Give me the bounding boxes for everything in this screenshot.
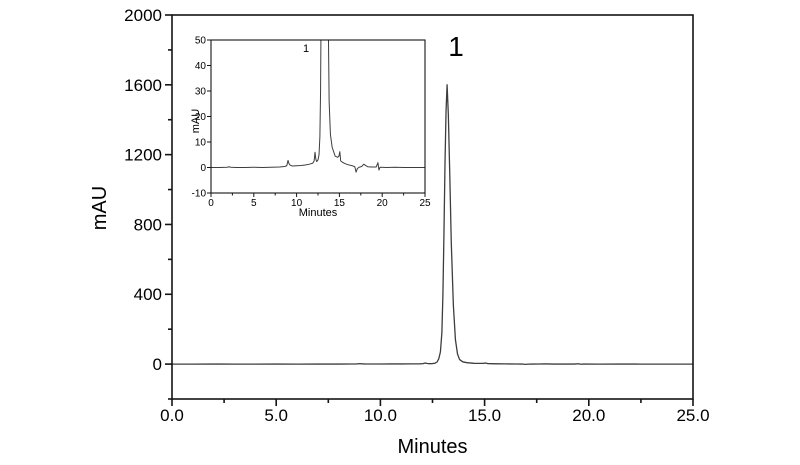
inset-x-tick-label: 0 — [208, 198, 214, 209]
inset-peak-annotation: 1 — [302, 43, 310, 55]
inset-y-tick-label: 0 — [200, 163, 206, 174]
main-x-tick-label: 0.0 — [160, 406, 184, 425]
inset-y-tick-label: 10 — [195, 138, 207, 149]
inset-y-tick-label: 50 — [195, 36, 207, 47]
inset-y-tick-label: 20 — [195, 112, 207, 123]
inset-y-axis-title: mAU — [190, 108, 202, 134]
inset-x-tick-label: 20 — [377, 198, 389, 209]
inset-plot-frame — [210, 39, 426, 194]
inset-x-axis-title: Minutes — [298, 207, 338, 219]
inset-x-tick-label: 5 — [251, 198, 257, 209]
main-peak-annotation: 1 — [448, 31, 464, 62]
main-y-tick-label: 800 — [134, 215, 162, 234]
main-y-tick-label: 1200 — [124, 146, 162, 165]
main-x-tick-label: 25.0 — [676, 406, 709, 425]
inset-y-tick-label: 40 — [195, 61, 207, 72]
inset-y-tick-label: 30 — [195, 87, 207, 98]
main-y-tick-label: 1600 — [124, 76, 162, 95]
main-x-tick-label: 20.0 — [572, 406, 605, 425]
inset-x-tick-label: 15 — [334, 198, 346, 209]
main-x-tick-label: 10.0 — [364, 406, 397, 425]
main-trace-line — [172, 84, 693, 366]
inset-x-tick-label: 25 — [419, 198, 431, 209]
main-y-axis-title: mAU — [89, 185, 111, 231]
inset-y-tick-label: -10 — [192, 189, 207, 200]
main-x-tick-label: 5.0 — [264, 406, 288, 425]
main-y-tick-label: 2000 — [124, 6, 162, 25]
inset-trace-line — [211, 40, 425, 173]
main-x-tick-label: 15.0 — [468, 406, 501, 425]
main-y-tick-label: 400 — [134, 285, 162, 304]
inset-x-tick-label: 10 — [291, 198, 303, 209]
main-x-axis-title: Minutes — [397, 436, 468, 458]
main-y-tick-label: 0 — [153, 355, 162, 374]
